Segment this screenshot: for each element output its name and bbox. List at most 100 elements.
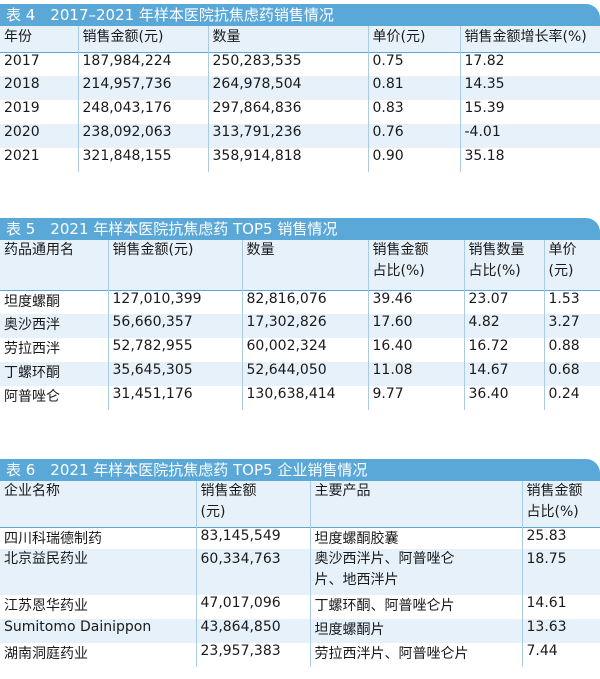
cell: 坦度螺酮片	[309, 619, 522, 643]
col-header: 销售数量 占比(%)	[463, 240, 544, 290]
cell: 214,957,736	[77, 76, 208, 100]
cell: 0.81	[367, 76, 460, 100]
cell: 0.75	[367, 52, 460, 76]
cell: 16.72	[463, 338, 544, 362]
cell: 坦度螺酮胶囊	[309, 527, 522, 549]
cell: 0.88	[543, 338, 600, 362]
cell: 238,092,063	[77, 124, 208, 148]
col-header: 数量	[207, 26, 368, 52]
cell: 35.18	[459, 148, 600, 172]
cell: 2018	[4, 76, 40, 92]
cell: 2020	[4, 124, 40, 140]
cell: 25.83	[521, 527, 600, 549]
cell: 3.27	[543, 314, 600, 338]
cell: 湖南洞庭药业	[4, 646, 88, 662]
table-6-title: 表 6 2021 年样本医院抗焦虑药 TOP5 企业销售情况	[0, 459, 600, 481]
cell: 52,644,050	[241, 362, 368, 386]
cell: 39.46	[367, 290, 464, 314]
cell: 11.08	[367, 362, 464, 386]
cell: 14.67	[463, 362, 544, 386]
cell: 36.40	[463, 386, 544, 410]
table-row: 2021 321,848,155 358,914,818 0.90 35.18	[0, 148, 600, 172]
cell: 江苏恩华药业	[4, 598, 88, 614]
cell: 2017	[4, 52, 40, 69]
table-row: 四川科瑞德制药 83,145,549 坦度螺酮胶囊 25.83	[0, 527, 600, 549]
cell: 17,302,826	[241, 314, 368, 338]
col-header: 销售金额 占比(%)	[367, 240, 464, 290]
cell: 0.90	[367, 148, 460, 172]
cell: 16.40	[367, 338, 464, 362]
table-6-header-row: 企业名称 销售金额 (元) 主要产品 销售金额 占比(%)	[0, 481, 600, 527]
table-row: 2017 187,984,224 250,283,535 0.75 17.82	[0, 52, 600, 76]
table-row: 江苏恩华药业 47,017,096 丁螺环酮、阿普唑仑片 14.61	[0, 595, 600, 619]
table-5-title: 表 5 2021 年样本医院抗焦虑药 TOP5 销售情况	[0, 218, 600, 240]
cell: 13.63	[521, 619, 600, 643]
table-5-header-row: 药品通用名 销售金额(元) 数量 销售金额 占比(%) 销售数量 占比(%) 单价(…	[0, 240, 600, 290]
cell: 0.76	[367, 124, 460, 148]
cell: 7.44	[521, 643, 600, 667]
cell: 47,017,096	[195, 595, 310, 619]
cell: 23,957,383	[195, 643, 310, 667]
cell: 1.53	[543, 290, 600, 314]
col-header: 年份	[4, 29, 32, 45]
col-header: 药品通用名	[4, 242, 74, 258]
cell: 31,451,176	[107, 386, 242, 410]
cell: 35,645,305	[107, 362, 242, 386]
col-header: 单价(元)	[543, 240, 600, 290]
cell: 丁螺环酮、阿普唑仑片	[309, 595, 522, 619]
cell: 14.35	[459, 76, 600, 100]
table-4-title: 表 4 2017–2021 年样本医院抗焦虑药销售情况	[0, 4, 600, 26]
cell: 127,010,399	[107, 290, 242, 314]
cell: 坦度螺酮	[4, 293, 60, 310]
cell: 321,848,155	[77, 148, 208, 172]
cell: 23.07	[463, 290, 544, 314]
col-header: 销售金额增长率(%)	[459, 26, 600, 52]
cell: 60,002,324	[241, 338, 368, 362]
table-row: 劳拉西泮 52,782,955 60,002,324 16.40 16.72 0…	[0, 338, 600, 362]
cell: 2019	[4, 100, 40, 116]
table-row: 2019 248,043,176 297,864,836 0.83 15.39	[0, 100, 600, 124]
col-header: 销售金额 占比(%)	[521, 481, 600, 527]
cell: Sumitomo Dainippon	[4, 619, 152, 635]
table-row: 坦度螺酮 127,010,399 82,816,076 39.46 23.07 …	[0, 290, 600, 314]
table-row: 丁螺环酮 35,645,305 52,644,050 11.08 14.67 0…	[0, 362, 600, 386]
table-6-grid: 企业名称 销售金额 (元) 主要产品 销售金额 占比(%) 四川科瑞德制药 83,1…	[0, 481, 600, 667]
col-header: 数量	[241, 240, 368, 290]
table-6: 表 6 2021 年样本医院抗焦虑药 TOP5 企业销售情况 企业名称 销售金额…	[0, 459, 600, 667]
col-header: 销售金额(元)	[195, 481, 310, 527]
cell: 358,914,818	[207, 148, 368, 172]
table-row: 奥沙西泮 56,660,357 17,302,826 17.60 4.82 3.…	[0, 314, 600, 338]
cell: 劳拉西泮	[4, 341, 60, 357]
table-4-grid: 年份 销售金额(元) 数量 单价(元) 销售金额增长率(%) 2017 187,…	[0, 26, 600, 172]
cell: 187,984,224	[77, 52, 208, 76]
cell: 奥沙西泮片、阿普唑仑 片、地西泮片	[309, 549, 522, 595]
table-5-grid: 药品通用名 销售金额(元) 数量 销售金额 占比(%) 销售数量 占比(%) 单价(…	[0, 240, 600, 410]
cell: -4.01	[459, 124, 600, 148]
cell: 83,145,549	[195, 527, 310, 549]
col-header: 企业名称	[4, 483, 60, 499]
cell: 250,283,535	[207, 52, 368, 76]
table-4-header-row: 年份 销售金额(元) 数量 单价(元) 销售金额增长率(%)	[0, 26, 600, 52]
cell: 0.68	[543, 362, 600, 386]
cell: 9.77	[367, 386, 464, 410]
cell: 阿普唑仑	[4, 389, 60, 405]
cell: 56,660,357	[107, 314, 242, 338]
col-header: 单价(元)	[367, 26, 460, 52]
cell: 130,638,414	[241, 386, 368, 410]
cell: 4.82	[463, 314, 544, 338]
cell: 丁螺环酮	[4, 365, 60, 381]
cell: 297,864,836	[207, 100, 368, 124]
cell: 四川科瑞德制药	[4, 530, 102, 547]
cell: 奥沙西泮	[4, 317, 60, 333]
cell: 北京益民药业	[4, 551, 88, 567]
cell: 18.75	[521, 549, 600, 595]
cell: 17.60	[367, 314, 464, 338]
col-header: 销售金额(元)	[77, 26, 208, 52]
cell: 60,334,763	[195, 549, 310, 595]
table-row: 北京益民药业 60,334,763 奥沙西泮片、阿普唑仑 片、地西泮片 18.75	[0, 549, 600, 595]
cell: 0.83	[367, 100, 460, 124]
cell: 2021	[4, 148, 40, 164]
table-row: Sumitomo Dainippon 43,864,850 坦度螺酮片 13.6…	[0, 619, 600, 643]
cell: 0.24	[543, 386, 600, 410]
table-row: 2020 238,092,063 313,791,236 0.76 -4.01	[0, 124, 600, 148]
